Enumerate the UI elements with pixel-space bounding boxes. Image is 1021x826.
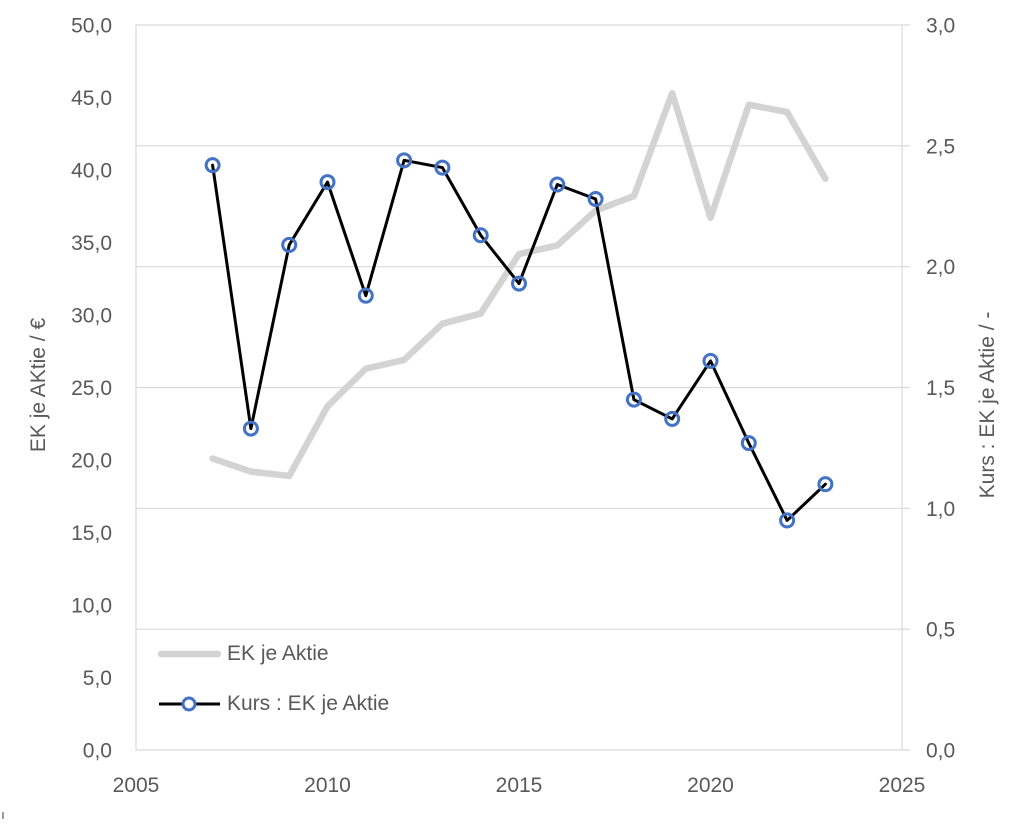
y-right-tick-label: 3,0 xyxy=(926,15,955,38)
data-point-marker xyxy=(357,287,374,304)
y-right-tick-label: 0,0 xyxy=(926,740,955,763)
gray-line-swatch-icon xyxy=(158,650,221,658)
y-right-tick-label: 1,0 xyxy=(926,498,955,521)
data-point-marker xyxy=(319,174,336,191)
data-point-marker xyxy=(472,227,489,244)
y-left-tick-label: 30,0 xyxy=(71,305,112,328)
legend-entry-kurs-ek-je-aktie: Kurs : EK je Aktie xyxy=(158,689,389,719)
data-point-marker xyxy=(396,152,413,169)
y-right-tick-label: 2,5 xyxy=(926,135,955,158)
x-tick-label: 2010 xyxy=(304,774,351,797)
series-kurs-ek-je-aktie-line xyxy=(211,158,827,522)
x-tick-label: 2020 xyxy=(687,774,734,797)
data-point-marker xyxy=(740,435,757,452)
y-right-tick-label: 0,5 xyxy=(926,619,955,642)
x-tick-label: 2025 xyxy=(879,774,926,797)
legend-label-ek-je-aktie: EK je Aktie xyxy=(227,642,329,665)
y-left-tick-label: 20,0 xyxy=(71,450,112,473)
right-axis-title: Kurs : EK je Aktie / - xyxy=(976,311,999,499)
y-left-tick-label: 5,0 xyxy=(83,667,112,690)
y-left-tick-label: 0,0 xyxy=(83,740,112,763)
data-point-marker xyxy=(242,420,259,437)
legend: EK je Aktie Kurs : EK je Aktie xyxy=(158,639,389,719)
x-tick-label: 2015 xyxy=(496,774,543,797)
data-point-marker xyxy=(587,191,604,207)
legend-label-kurs-ek-je-aktie: Kurs : EK je Aktie xyxy=(227,692,390,715)
series-ek-je-aktie-line xyxy=(209,89,829,480)
data-point-marker xyxy=(625,391,642,408)
y-left-tick-label: 25,0 xyxy=(71,377,112,400)
y-left-tick-label: 10,0 xyxy=(71,595,112,618)
y-left-tick-label: 50,0 xyxy=(71,15,112,38)
data-point-marker xyxy=(511,275,527,292)
data-point-marker xyxy=(817,476,834,493)
left-axis-title: EK je AKtie / € xyxy=(27,317,50,453)
y-right-tick-label: 1,5 xyxy=(926,377,955,400)
data-point-marker xyxy=(702,352,719,369)
y-left-tick-label: 15,0 xyxy=(71,522,112,545)
y-left-tick-label: 45,0 xyxy=(71,87,112,110)
stray-mark xyxy=(2,812,4,819)
data-point-marker xyxy=(779,512,796,529)
data-point-marker xyxy=(434,159,451,176)
data-point-marker xyxy=(664,410,681,427)
black-line-circle-swatch-icon xyxy=(159,696,220,712)
y-left-tick-label: 35,0 xyxy=(71,232,112,255)
y-left-tick-label: 40,0 xyxy=(71,160,112,183)
y-right-tick-label: 2,0 xyxy=(926,256,955,279)
data-point-marker xyxy=(281,236,298,253)
legend-entry-ek-je-aktie: EK je Aktie xyxy=(158,639,389,669)
x-tick-label: 2005 xyxy=(113,774,160,797)
data-point-marker xyxy=(204,157,221,174)
data-point-marker xyxy=(549,176,566,193)
